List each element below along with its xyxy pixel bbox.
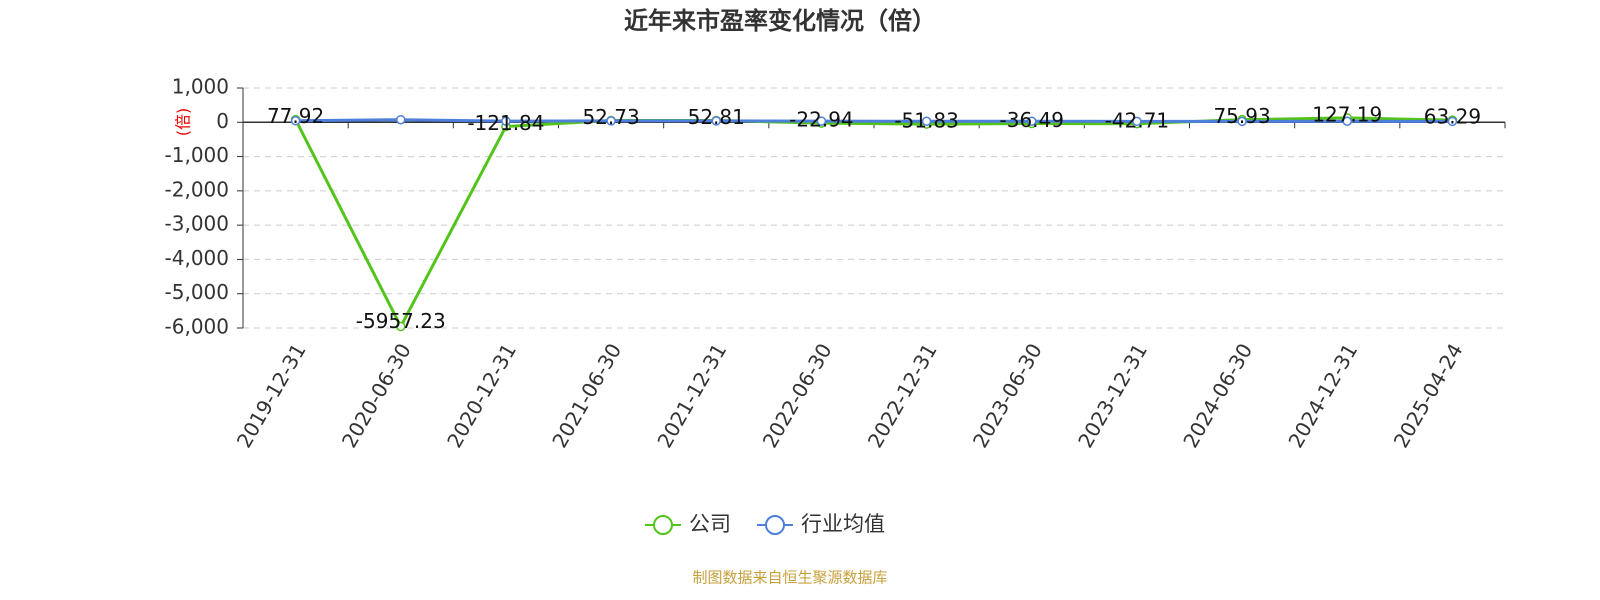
data-point <box>396 114 406 125</box>
x-tick-label: 2024-12-31 <box>1283 339 1362 452</box>
x-tick-label: 2021-12-31 <box>652 339 731 452</box>
data-label: 77.92 <box>267 104 324 128</box>
y-tick-label: 1,000 <box>172 75 229 99</box>
legend-marker <box>653 515 673 535</box>
y-axis-label: (倍) <box>174 108 193 137</box>
data-point <box>711 116 721 126</box>
data-label: -121.84 <box>467 111 544 135</box>
data-label: -36.49 <box>1000 108 1064 132</box>
legend-label: 行业均值 <box>801 512 885 536</box>
data-point <box>606 116 616 126</box>
data-point <box>1447 116 1458 127</box>
x-tick-label: 2022-12-31 <box>863 339 942 452</box>
data-label: 63.29 <box>1424 105 1481 129</box>
data-point <box>1237 116 1247 127</box>
source-note: 制图数据来自恒生聚源数据库 <box>692 569 887 587</box>
data-label: -51.83 <box>894 109 958 133</box>
x-tick-label: 2023-12-31 <box>1073 339 1152 452</box>
series-line <box>294 116 1453 330</box>
x-tick-label: 2021-06-30 <box>547 339 626 452</box>
data-point <box>816 116 827 126</box>
x-tick-label: 2020-06-30 <box>337 339 416 452</box>
y-tick-label: 0 <box>216 109 229 133</box>
data-label: -5957.23 <box>356 309 446 333</box>
data-label: 52.81 <box>688 105 745 129</box>
x-tick-label: 2023-06-30 <box>968 339 1047 452</box>
series-line <box>295 118 1453 123</box>
x-tick-label: 2024-06-30 <box>1178 339 1257 452</box>
data-point <box>290 115 301 126</box>
data-label: -42.71 <box>1105 108 1169 132</box>
data-label: 75.93 <box>1213 104 1270 128</box>
data-point <box>1027 116 1037 127</box>
x-tick-label: 2019-12-31 <box>232 339 311 452</box>
legend-label: 公司 <box>689 512 731 536</box>
legend-marker <box>765 515 785 535</box>
x-tick-label: 2020-12-31 <box>442 339 521 452</box>
y-tick-label: -1,000 <box>165 143 229 167</box>
y-tick-label: -6,000 <box>165 315 229 339</box>
data-point <box>501 116 511 126</box>
data-label: -22.94 <box>789 108 853 132</box>
x-tick-label: 2025-04-24 <box>1389 339 1468 452</box>
y-tick-label: -5,000 <box>165 280 229 304</box>
data-point <box>1132 116 1142 127</box>
y-tick-label: -4,000 <box>165 246 229 270</box>
data-label: 52.73 <box>582 105 639 129</box>
chart-title: 近年来市盈率变化情况（倍） <box>624 7 936 35</box>
x-tick-label: 2022-06-30 <box>758 339 837 452</box>
data-point <box>396 321 406 332</box>
y-tick-label: -3,000 <box>165 212 229 236</box>
data-point <box>1342 116 1352 127</box>
y-tick-label: -2,000 <box>165 177 229 201</box>
data-point <box>921 116 932 127</box>
data-label: 127.19 <box>1312 102 1382 126</box>
